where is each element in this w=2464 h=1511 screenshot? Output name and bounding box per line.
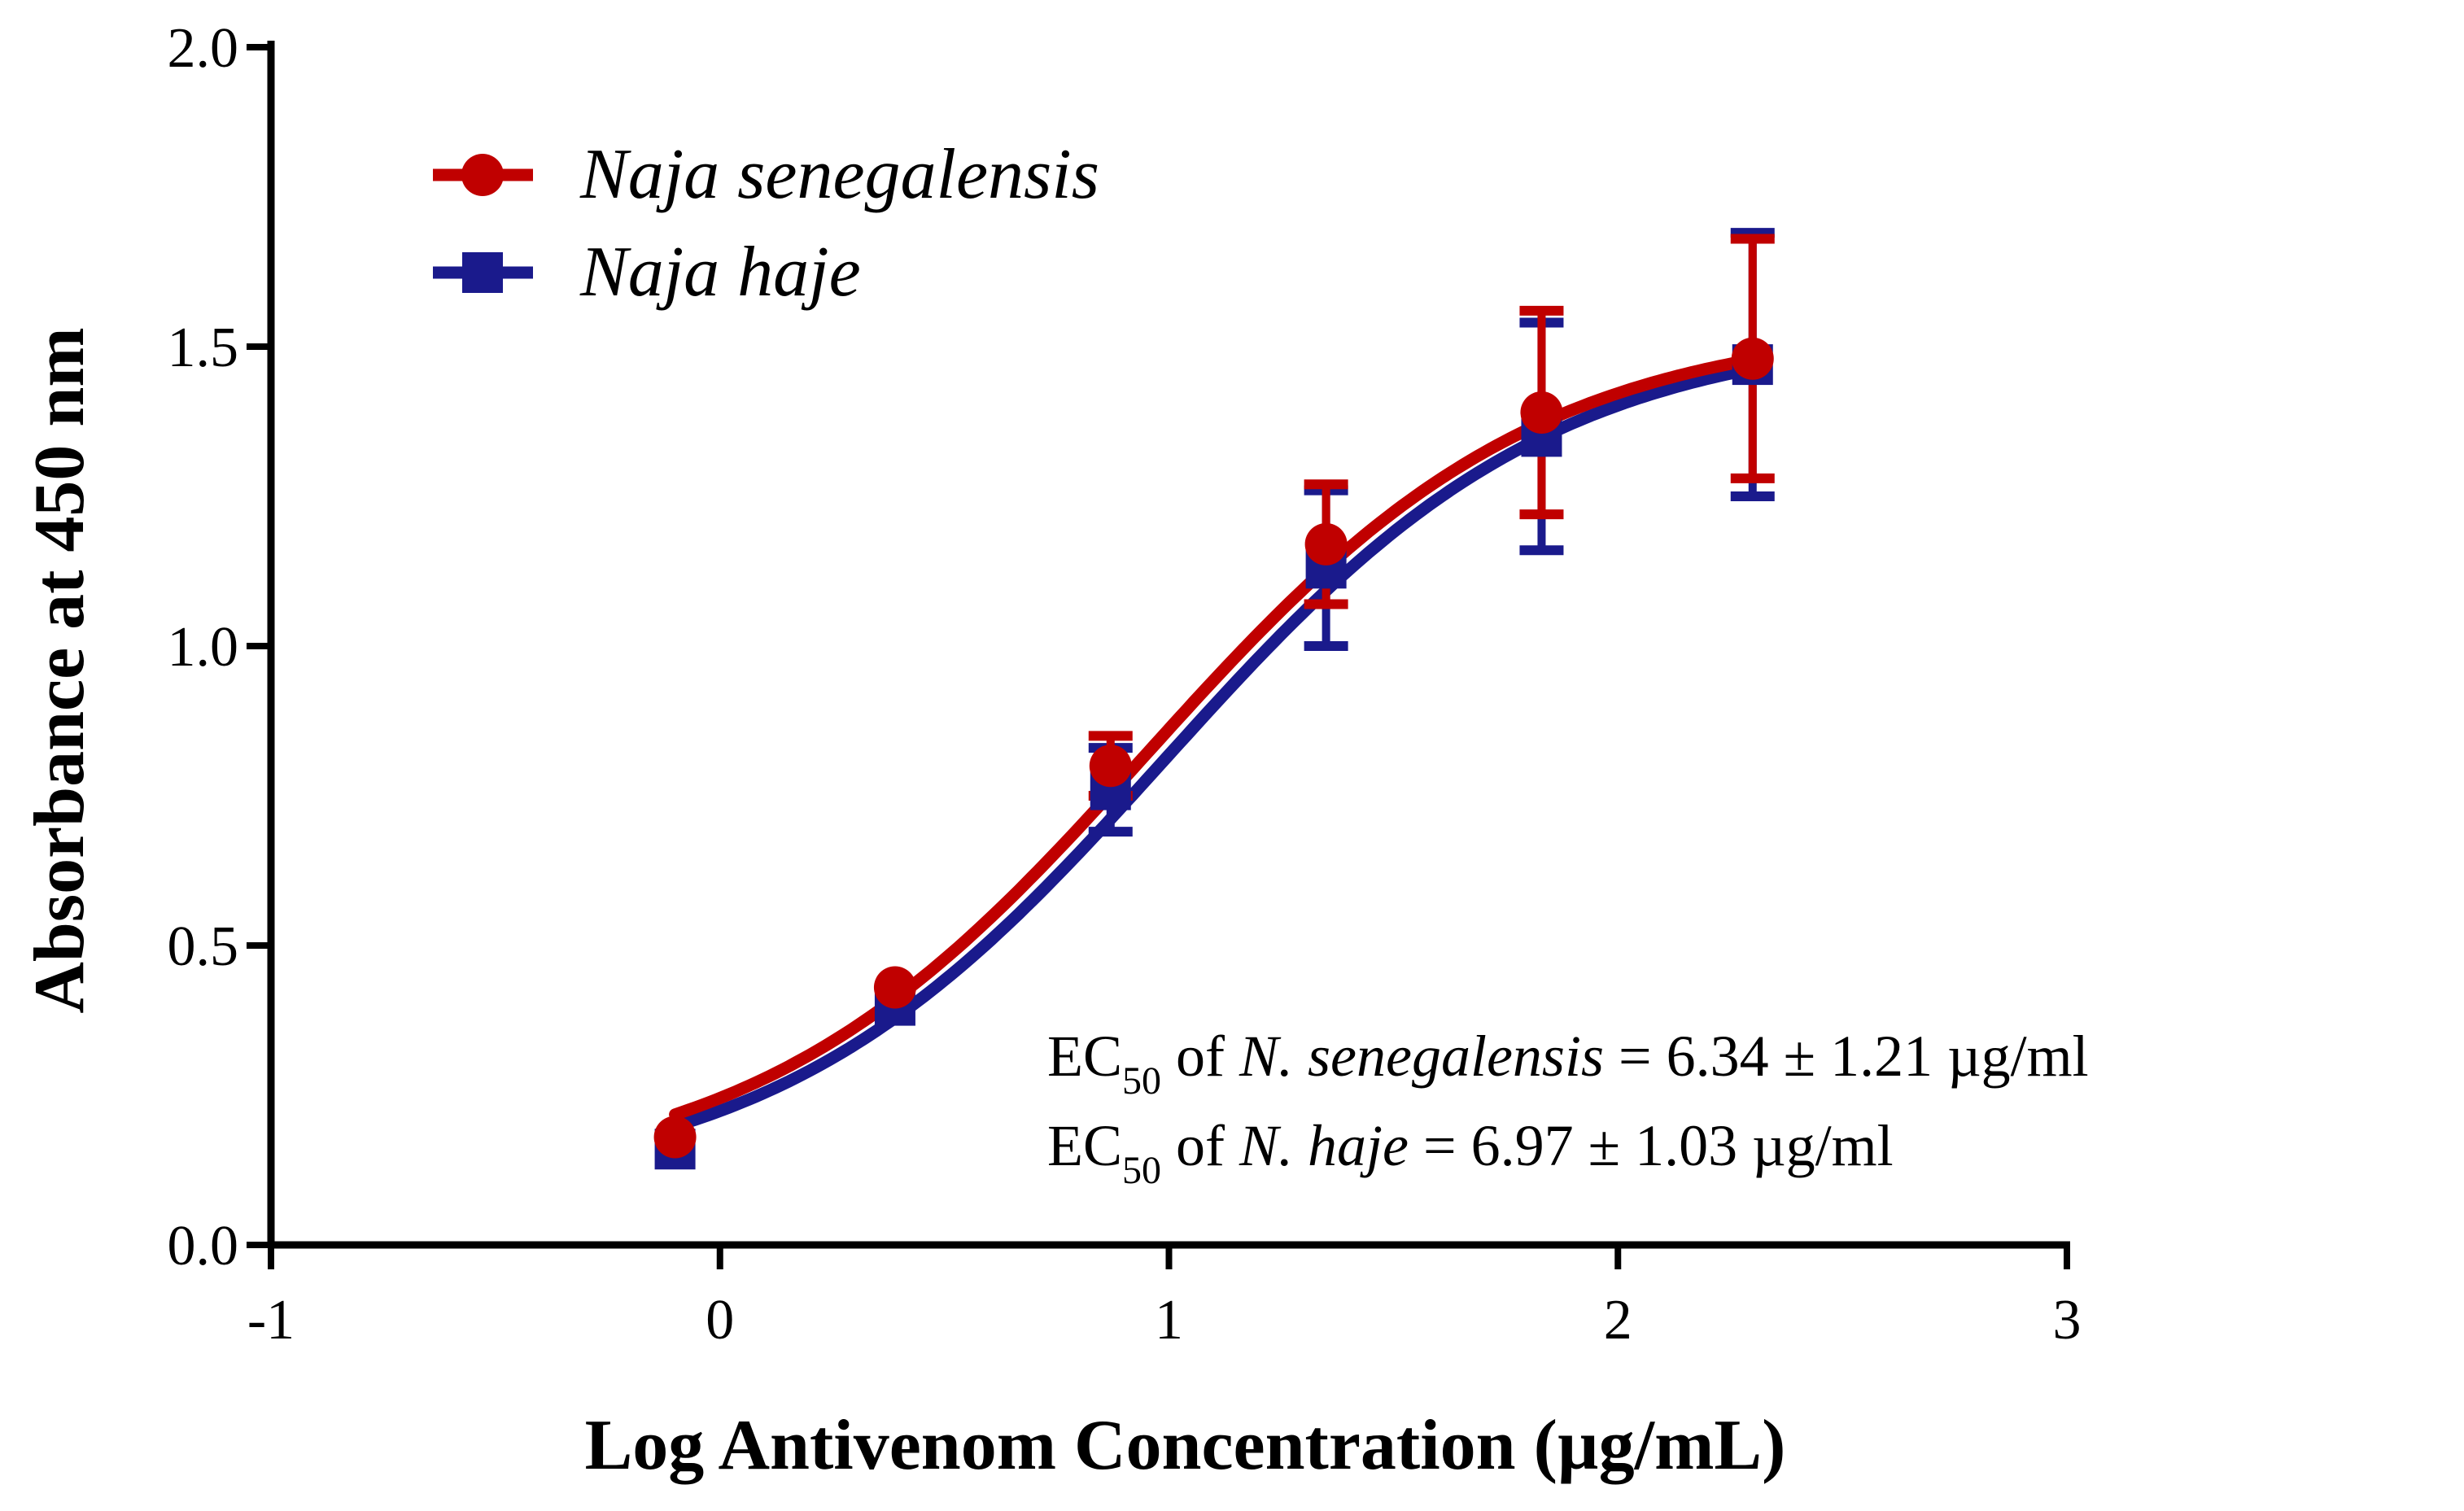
x-tick-label: 2 bbox=[1604, 1289, 1632, 1352]
point-senegalensis bbox=[873, 966, 916, 1009]
legend-marker bbox=[462, 252, 503, 293]
fit-curve-senegalensis bbox=[669, 353, 1759, 1121]
x-tick-label: 0 bbox=[706, 1289, 734, 1352]
legend-label: Naja senegalensis bbox=[579, 135, 1099, 214]
x-axis-title: Log Antivenom Concentration (µg/mL) bbox=[585, 1406, 1786, 1485]
ec50-species: N. haje bbox=[1239, 1113, 1409, 1178]
legend-label: Naja haje bbox=[579, 233, 861, 312]
ec50-species: N. senegalensis bbox=[1239, 1024, 1604, 1089]
point-senegalensis bbox=[1304, 522, 1348, 566]
y-tick-label: 0.0 bbox=[168, 1215, 239, 1277]
error-bars bbox=[1088, 228, 1775, 837]
point-senegalensis bbox=[1731, 337, 1774, 380]
y-tick-label: 1.5 bbox=[168, 317, 239, 379]
legend-item-haje: Naja haje bbox=[433, 233, 861, 312]
y-axis-title: Absorbance at 450 nm bbox=[20, 327, 99, 1013]
ec50-annotations: EC50 of N. senegalensis = 6.34 ± 1.21 µg… bbox=[1047, 1024, 2089, 1192]
legend-marker bbox=[461, 154, 504, 196]
fit-curves bbox=[669, 353, 1759, 1133]
point-senegalensis bbox=[653, 1116, 697, 1159]
ec50-of: of bbox=[1161, 1024, 1239, 1089]
ec50-prefix: EC bbox=[1047, 1113, 1122, 1178]
ec50-annotation: EC50 of N. haje = 6.97 ± 1.03 µg/ml bbox=[1047, 1113, 1894, 1192]
point-senegalensis bbox=[1089, 745, 1132, 788]
ec50-subscript: 50 bbox=[1122, 1059, 1161, 1103]
point-senegalensis bbox=[1520, 391, 1563, 434]
x-tick-label: 1 bbox=[1155, 1289, 1183, 1352]
ec50-value: = 6.34 ± 1.21 µg/ml bbox=[1604, 1024, 2089, 1089]
ec50-value: = 6.97 ± 1.03 µg/ml bbox=[1409, 1113, 1894, 1178]
y-tick-label: 1.0 bbox=[168, 616, 239, 679]
fit-curve-haje bbox=[669, 362, 1759, 1133]
ec50-annotation: EC50 of N. senegalensis = 6.34 ± 1.21 µg… bbox=[1047, 1024, 2089, 1103]
y-tick-label: 0.5 bbox=[168, 915, 239, 978]
ec50-subscript: 50 bbox=[1122, 1149, 1161, 1192]
ec50-prefix: EC bbox=[1047, 1024, 1122, 1089]
data-points bbox=[653, 337, 1774, 1170]
legend-item-senegalensis: Naja senegalensis bbox=[433, 135, 1099, 214]
legend: Naja senegalensis Naja haje bbox=[433, 135, 1099, 312]
x-tick-label: 3 bbox=[2053, 1289, 2082, 1352]
ec50-of: of bbox=[1161, 1113, 1239, 1178]
axes: 0.0 0.5 1.0 1.5 2.0 -1 0 1 2 3 Log Antivenom Conce… bbox=[20, 17, 2082, 1485]
x-tick-label: -1 bbox=[247, 1289, 295, 1352]
y-tick-label: 2.0 bbox=[168, 17, 239, 80]
